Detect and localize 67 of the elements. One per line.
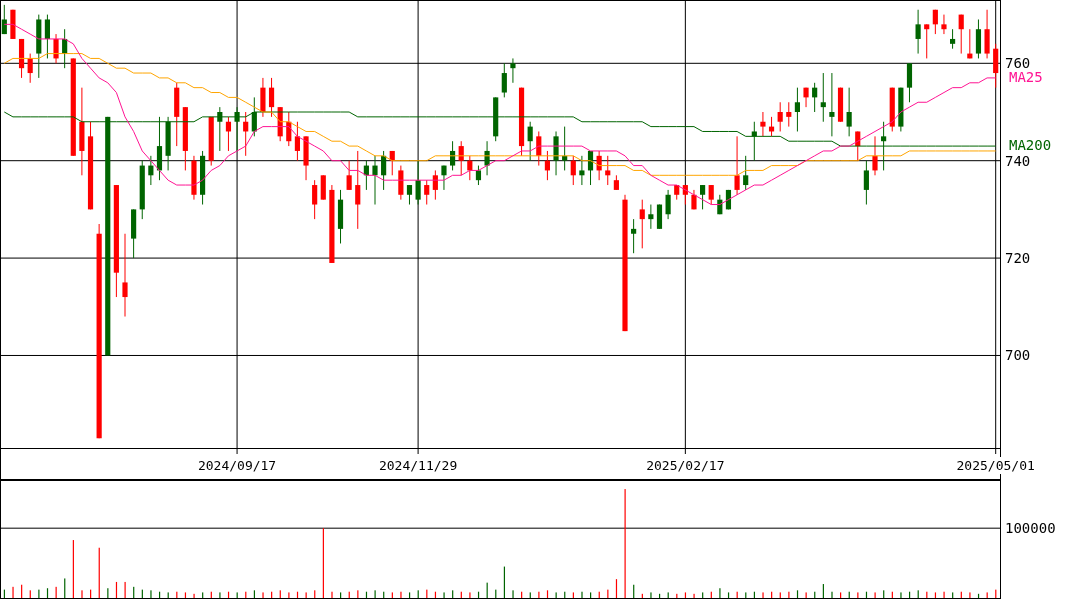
candlestick: [458, 140, 464, 176]
y-tick-label: 740: [1005, 152, 1031, 169]
candlestick: [294, 121, 300, 162]
series-label: MA200: [1009, 137, 1052, 154]
candlestick: [501, 62, 507, 98]
candlestick: [372, 155, 378, 206]
y-tick-label: 100000: [1005, 520, 1056, 537]
candlestick: [932, 9, 938, 35]
candlestick: [872, 135, 878, 176]
candlestick: [734, 135, 740, 196]
candlestick: [243, 111, 249, 157]
candlestick: [381, 150, 387, 191]
candlestick: [820, 72, 826, 123]
candlestick: [950, 28, 956, 50]
y-tick-label: 720: [1005, 250, 1031, 267]
candlestick: [579, 155, 585, 186]
candlestick: [562, 126, 568, 171]
candlestick: [812, 82, 818, 113]
candlestick: [605, 155, 611, 186]
x-tick-label: 2024/11/29: [378, 458, 458, 473]
candlestick: [786, 101, 792, 128]
candlestick: [794, 87, 800, 132]
candlestick: [777, 101, 783, 132]
candlestick: [450, 140, 456, 171]
candlestick: [467, 155, 473, 181]
candlestick: [415, 160, 421, 206]
candlestick: [406, 184, 413, 206]
candlestick: [708, 184, 714, 206]
candlestick: [760, 111, 766, 137]
candlestick: [225, 116, 232, 152]
candlestick: [958, 14, 964, 55]
candlestick: [863, 160, 869, 206]
y-tick-label: 700: [1005, 347, 1031, 364]
candlestick: [432, 169, 438, 201]
candlestick: [346, 160, 352, 191]
candlestick: [44, 14, 50, 59]
candlestick: [355, 150, 361, 230]
candlestick: [639, 199, 645, 249]
candlestick: [484, 140, 490, 176]
candlestick: [924, 23, 930, 59]
candlestick: [665, 189, 671, 220]
candlestick: [53, 33, 59, 64]
candlestick: [424, 179, 430, 206]
candlestick: [389, 150, 395, 176]
candlestick: [648, 204, 654, 230]
candlestick: [570, 155, 576, 186]
candlestick: [475, 165, 482, 186]
candlestick: [510, 57, 516, 84]
candlestick: [829, 72, 835, 137]
candlestick: [631, 218, 637, 254]
candlestick: [312, 179, 318, 220]
candlestick: [846, 87, 852, 137]
candlestick: [743, 155, 749, 191]
x-tick-label: 2025/05/01: [956, 458, 1035, 473]
candlestick: [148, 155, 154, 186]
x-tick-label: 2025/02/17: [646, 458, 725, 473]
x-tick-label: 2024/09/17: [197, 458, 277, 473]
candlestick: [268, 77, 275, 118]
candlestick: [700, 184, 706, 210]
candlestick: [941, 14, 947, 35]
candlestick: [1, 4, 7, 35]
candlestick: [27, 53, 33, 84]
candlestick: [527, 121, 533, 162]
candlestick: [122, 233, 128, 318]
candlestick: [544, 150, 550, 181]
candlestick: [441, 165, 447, 191]
candlestick: [915, 9, 921, 55]
